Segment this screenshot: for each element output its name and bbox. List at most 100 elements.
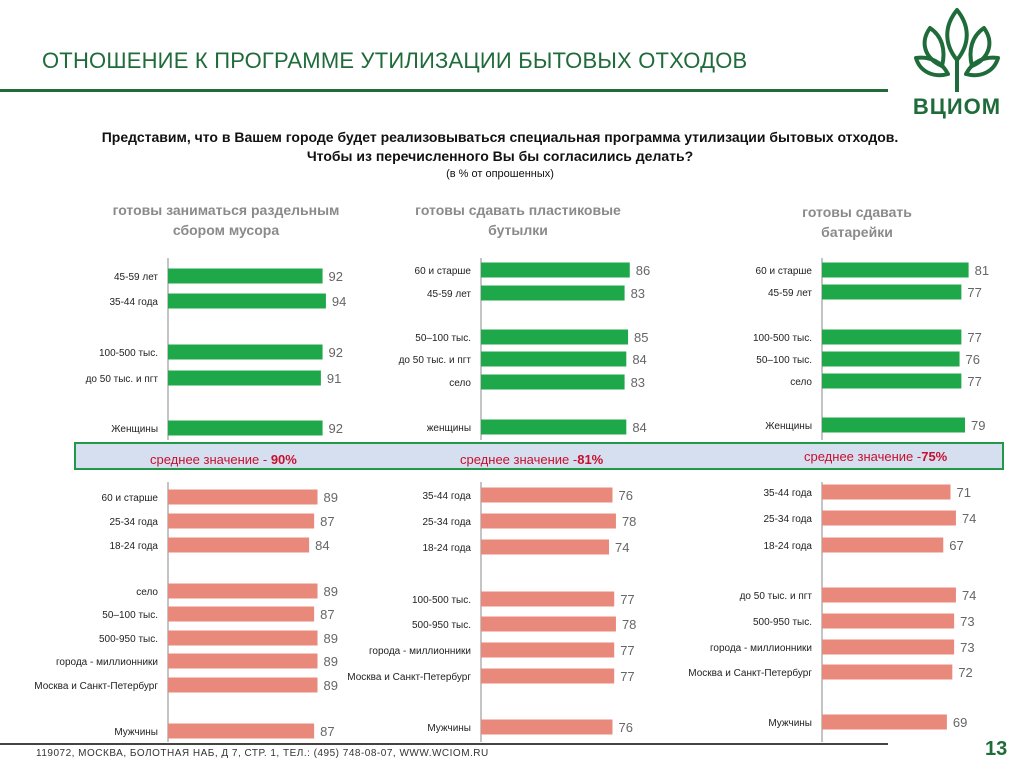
mean-bottles: среднее значение -81% — [460, 452, 603, 467]
data-label: 77 — [620, 592, 634, 607]
category-label: до 50 тыс. и пгт — [399, 355, 472, 366]
category-label: 25-34 года — [422, 517, 471, 528]
category-label: до 50 тыс. и пгт — [86, 374, 159, 385]
bar — [822, 484, 951, 500]
bar — [481, 668, 615, 684]
category-label: 500-950 тыс. — [753, 617, 812, 628]
data-label: 77 — [620, 643, 634, 658]
category-label: города - миллионники — [369, 646, 471, 657]
bar — [822, 329, 962, 345]
footer-address: 119072, МОСКВА, БОЛОТНАЯ НАБ, Д 7, СТР. … — [36, 748, 489, 759]
category-label: 25-34 года — [109, 517, 158, 528]
bar — [481, 591, 615, 607]
bar — [822, 284, 962, 300]
category-label: 35-44 года — [422, 491, 471, 502]
mean-batteries-label: среднее значение - — [804, 449, 922, 464]
bar — [481, 351, 627, 367]
bar — [481, 616, 616, 632]
data-label: 84 — [632, 420, 646, 435]
category-label: 18-24 года — [109, 541, 158, 552]
data-label: 69 — [953, 715, 967, 730]
bar — [168, 370, 321, 386]
data-label: 73 — [960, 614, 974, 629]
category-label: Мужчины — [768, 718, 812, 729]
category-label: 18-24 года — [422, 543, 471, 554]
bar — [822, 664, 953, 680]
page-title: ОТНОШЕНИЕ К ПРОГРАММЕ УТИЛИЗАЦИИ БЫТОВЫХ… — [42, 48, 748, 73]
category-label: 35-44 года — [763, 488, 812, 499]
data-label: 77 — [620, 669, 634, 684]
mean-batteries-value: 75% — [921, 449, 948, 464]
category-label: 60 и старше — [415, 266, 472, 277]
title-rule — [0, 89, 888, 92]
category-label: 100-500 тыс. — [753, 333, 812, 344]
bar — [481, 262, 630, 278]
bar — [481, 719, 613, 735]
page-number: 13 — [985, 738, 1008, 760]
bar — [168, 344, 323, 360]
category-label: 50–100 тыс. — [756, 355, 812, 366]
panel-title-batteries: готовы сдавать батарейки — [802, 204, 912, 240]
category-label: 500-950 тыс. — [99, 634, 158, 645]
panel-title-sorting: готовы заниматься раздельным сбором мусо… — [112, 202, 340, 238]
bar — [168, 723, 315, 739]
category-label: города - миллионники — [710, 643, 812, 654]
bar — [168, 583, 318, 599]
category-label: Женщины — [765, 421, 812, 432]
data-label: 76 — [618, 488, 632, 503]
bar — [822, 262, 969, 278]
bar — [168, 606, 315, 622]
data-label: 77 — [967, 285, 981, 300]
category-label: 45-59 лет — [427, 289, 471, 300]
category-label: 60 и старше — [756, 266, 813, 277]
data-label: 92 — [329, 269, 343, 284]
data-label: 73 — [960, 640, 974, 655]
bar — [481, 285, 625, 301]
data-label: 74 — [615, 540, 629, 555]
bar — [168, 537, 310, 553]
data-label: 67 — [949, 538, 963, 553]
bar — [168, 293, 326, 309]
bar — [168, 677, 318, 693]
data-label: 78 — [622, 617, 636, 632]
category-label: женщины — [427, 423, 471, 434]
bar — [481, 642, 615, 658]
data-label: 89 — [324, 490, 338, 505]
category-label: 50–100 тыс. — [102, 610, 158, 621]
category-label: 50–100 тыс. — [415, 333, 471, 344]
category-label: 100-500 тыс. — [99, 348, 158, 359]
data-label: 81 — [975, 263, 989, 278]
bar — [168, 513, 315, 529]
bar — [822, 587, 956, 603]
bar — [822, 613, 955, 629]
data-label: 91 — [327, 371, 341, 386]
data-label: 94 — [332, 294, 346, 309]
bar — [822, 351, 960, 367]
mean-sorting: среднее значение - 90% — [150, 452, 297, 467]
category-label: Москва и Санкт-Петербург — [34, 680, 158, 692]
data-label: 89 — [324, 584, 338, 599]
category-label: 100-500 тыс. — [412, 595, 471, 606]
question-note: (в % от опрошенных) — [446, 168, 554, 180]
data-label: 78 — [622, 514, 636, 529]
bar — [168, 653, 318, 669]
category-label: село — [136, 587, 158, 598]
bar — [168, 489, 318, 505]
data-label: 87 — [320, 514, 334, 529]
mean-band — [74, 442, 1004, 470]
data-label: 71 — [957, 485, 971, 500]
category-label: Мужчины — [427, 723, 471, 734]
data-label: 74 — [962, 511, 976, 526]
data-label: 72 — [958, 665, 972, 680]
category-label: 18-24 года — [763, 541, 812, 552]
data-label: 84 — [315, 538, 329, 553]
category-label: 45-59 лет — [768, 288, 812, 299]
data-label: 92 — [329, 345, 343, 360]
bar — [822, 373, 962, 389]
logo-text: ВЦИОМ — [912, 94, 1002, 119]
mean-bottles-label: среднее значение - — [460, 452, 578, 467]
data-label: 77 — [967, 374, 981, 389]
bar — [822, 714, 947, 730]
data-label: 74 — [962, 588, 976, 603]
